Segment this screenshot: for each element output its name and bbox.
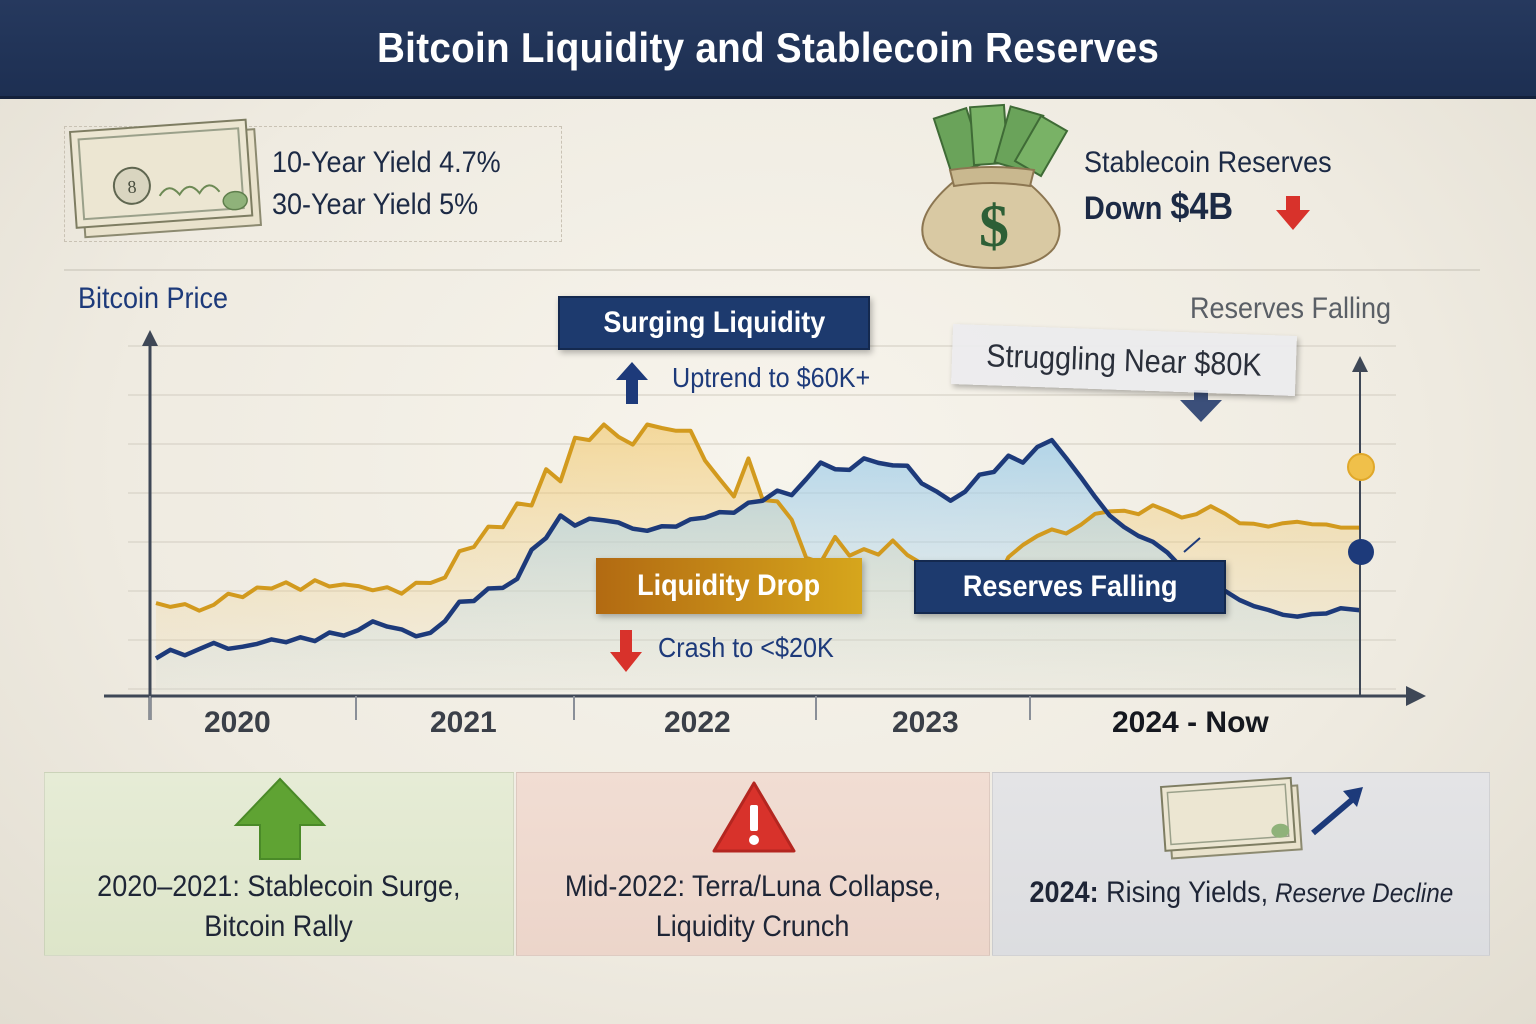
navy-series-line [154, 437, 1361, 661]
thirty-year-yield: 30-Year Yield 5% [272, 188, 479, 221]
reserves-falling-tag: Reserves Falling [914, 560, 1226, 614]
uptrend-label: Uptrend to $60K+ [672, 362, 871, 393]
year-label-2022: 2022 [664, 706, 731, 739]
surging-liquidity-tag: Surging Liquidity [558, 296, 870, 350]
struggling-down-arrow-icon [1180, 390, 1222, 422]
down-arrow-icon [610, 630, 642, 672]
reserves-pointer-line [1183, 537, 1201, 553]
year-label-2023: 2023 [892, 706, 959, 739]
x-axis-arrow-icon [1406, 686, 1426, 706]
panel-1-line-1: 2020–2021: Stablecoin Surge, [97, 870, 461, 903]
trend-up-arrow-icon [1311, 796, 1355, 836]
stablecoin-reserves-change: Down $4B [1084, 186, 1233, 229]
panel-2024: 2024: Rising Yields, Reserve Decline [992, 772, 1490, 956]
struggling-near-tag: Struggling Near $80K [951, 324, 1297, 396]
panel-3-yields: Rising Yields, [1098, 876, 1268, 909]
reserves-change-value: $4B [1170, 186, 1234, 228]
page-title: Bitcoin Liquidity and Stablecoin Reserve… [376, 24, 1160, 71]
ten-year-yield: 10-Year Yield 4.7% [272, 146, 501, 179]
panel-2020-2021: 2020–2021: Stablecoin Surge, Bitcoin Ral… [44, 772, 514, 956]
panel-2-line-1: Mid-2022: Terra/Luna Collapse, [564, 870, 942, 903]
y-axis-label: Bitcoin Price [78, 282, 229, 315]
up-arrow-icon [616, 362, 648, 404]
gold-series-line [155, 422, 1360, 613]
year-label-2024: 2024 - Now [1112, 706, 1269, 739]
right-axis-arrow-icon [1352, 356, 1368, 372]
reserves-falling-top-label: Reserves Falling [1190, 292, 1392, 325]
reserves-change-prefix: Down [1084, 190, 1171, 226]
y-axis-arrow-icon [142, 330, 158, 346]
panel-3-decline: Reserve Decline [1267, 878, 1453, 908]
title-bar: Bitcoin Liquidity and Stablecoin Reserve… [0, 0, 1536, 99]
stablecoin-reserves-label: Stablecoin Reserves [1084, 146, 1332, 179]
liquidity-drop-tag: Liquidity Drop [596, 558, 862, 614]
gold-series-end-marker [1347, 453, 1375, 481]
series-lines [154, 422, 1361, 661]
panel-2-line-2: Liquidity Crunch [656, 910, 850, 943]
crash-label: Crash to <$20K [658, 632, 834, 663]
x-axis-ticks [149, 696, 1031, 720]
panel-mid-2022: Mid-2022: Terra/Luna Collapse, Liquidity… [516, 772, 990, 956]
warning-triangle-icon [712, 781, 796, 853]
green-up-arrow-icon [233, 777, 327, 860]
year-label-2021: 2021 [430, 706, 497, 739]
panel-3-year: 2024: [1029, 876, 1099, 909]
year-label-2020: 2020 [204, 706, 271, 739]
panel-1-line-2: Bitcoin Rally [204, 910, 354, 943]
treasury-bill-icon [1159, 776, 1303, 860]
treasury-yield-box [64, 126, 562, 242]
navy-series-end-marker [1348, 539, 1374, 565]
